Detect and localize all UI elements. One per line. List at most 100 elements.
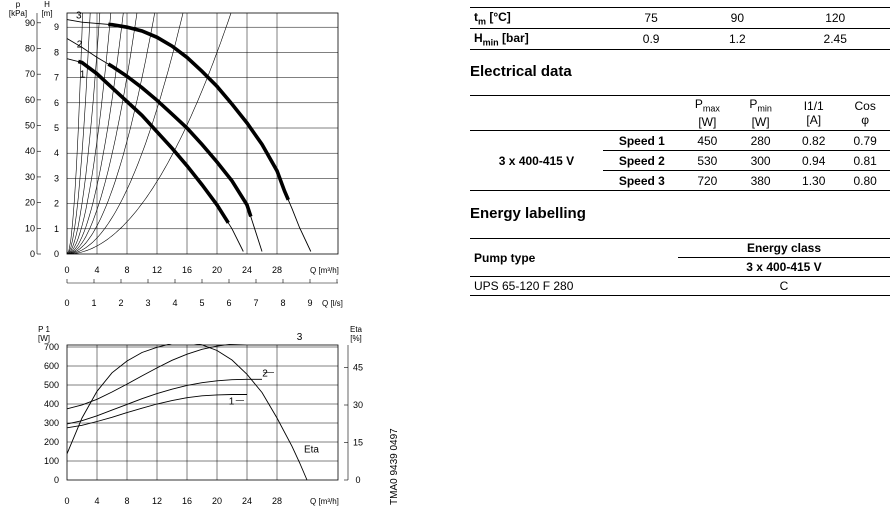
y-tick-label: 0 bbox=[54, 475, 59, 485]
tm-value: 120 bbox=[780, 7, 890, 29]
x-tick-label: 8 bbox=[124, 496, 129, 506]
temperature-pressure-table: tm [°C] 75 90 120 Hmin [bar] 0.9 1.2 2.4… bbox=[470, 7, 890, 50]
speed-label: Speed 3 bbox=[603, 170, 681, 191]
curve-2 bbox=[67, 378, 262, 425]
speed-label: Speed 2 bbox=[603, 150, 681, 171]
curve-eta bbox=[67, 344, 308, 481]
hmin-value: 2.45 bbox=[780, 28, 890, 50]
x-tick-label: 20 bbox=[212, 265, 222, 275]
x-tick-label: 0 bbox=[64, 265, 69, 275]
kpa-tick-label: 70 bbox=[25, 69, 35, 79]
energy-class-cell: C bbox=[678, 276, 890, 296]
eta-tick-label: 45 bbox=[353, 363, 363, 373]
ls-tick-label: 8 bbox=[280, 298, 285, 308]
energy-labelling-table: Pump type Energy class 3 x 400-415 V UPS… bbox=[470, 238, 890, 296]
power-axis-label: P 1 [W] bbox=[38, 325, 50, 343]
x-tick-label: 0 bbox=[64, 496, 69, 506]
hmin-value: 0.9 bbox=[608, 28, 695, 50]
eta-tick-label: 15 bbox=[353, 438, 363, 448]
y-tick-label: 7 bbox=[54, 73, 59, 83]
pmax-header: Pmax [W] bbox=[680, 95, 735, 131]
y-tick-label: 0 bbox=[54, 249, 59, 259]
hmin-value: 1.2 bbox=[694, 28, 781, 50]
bold-segment-2 bbox=[107, 62, 253, 218]
kpa-axis-label: p [kPa] bbox=[9, 0, 27, 18]
y-tick-label: 6 bbox=[54, 98, 59, 108]
curve-3 bbox=[67, 344, 249, 410]
electrical-data-title: Electrical data bbox=[470, 63, 572, 80]
ls-tick-label: 1 bbox=[91, 298, 96, 308]
tm-value: 90 bbox=[694, 7, 781, 29]
ls-tick-label: 2 bbox=[118, 298, 123, 308]
y-tick-label: 600 bbox=[44, 361, 59, 371]
power-efficiency-chart: 0 4 8 12 16 20 24 28010020030040050060070001530… bbox=[38, 325, 363, 506]
power-curves bbox=[67, 344, 308, 481]
cos-phi-header: Cos φ bbox=[840, 95, 890, 131]
system-curve bbox=[67, 13, 101, 254]
x-axis-label: Q [m³/h] bbox=[310, 497, 339, 506]
x-tick-label: 28 bbox=[272, 265, 282, 275]
kpa-tick-label: 60 bbox=[25, 95, 35, 105]
hmin-label: Hmin [bar] bbox=[470, 28, 608, 50]
x-tick-label: 24 bbox=[242, 265, 252, 275]
kpa-tick-label: 10 bbox=[25, 223, 35, 233]
system-curve bbox=[67, 13, 112, 254]
kpa-tick-label: 90 bbox=[25, 18, 35, 28]
tm-value: 75 bbox=[608, 7, 695, 29]
curve-label-eta: Eta bbox=[304, 445, 319, 456]
ls-tick-label: 4 bbox=[172, 298, 177, 308]
x-tick-label: 16 bbox=[182, 265, 192, 275]
ls-tick-label: 7 bbox=[253, 298, 258, 308]
y-tick-label: 400 bbox=[44, 399, 59, 409]
x-tick-label: 24 bbox=[242, 496, 252, 506]
current-cell: 0.82 bbox=[787, 130, 841, 151]
pump-curve-3 bbox=[66, 19, 312, 252]
pmax-cell: 450 bbox=[680, 130, 735, 151]
y-tick-label: 100 bbox=[44, 456, 59, 466]
figure-code: TMA0 9439 0497 bbox=[389, 428, 400, 505]
y-tick-label: 2 bbox=[54, 199, 59, 209]
pmin-cell: 280 bbox=[734, 130, 788, 151]
cos-cell: 0.81 bbox=[840, 150, 890, 171]
curve-label-3: 3 bbox=[76, 10, 82, 21]
x-axis-label: Q [m³/h] bbox=[310, 266, 339, 275]
system-curve bbox=[67, 13, 83, 254]
pmin-cell: 380 bbox=[734, 170, 788, 191]
y-tick-label: 1 bbox=[54, 224, 59, 234]
eta-tick-label: 0 bbox=[355, 475, 360, 485]
current-cell: 0.94 bbox=[787, 150, 841, 171]
curve-1 bbox=[67, 394, 247, 429]
pump-type-cell: UPS 65-120 F 280 bbox=[470, 276, 678, 296]
system-curve bbox=[67, 13, 184, 254]
system-curve bbox=[67, 13, 155, 254]
plot-frame bbox=[66, 344, 339, 481]
y-tick-label: 8 bbox=[54, 47, 59, 57]
energy-class-header: Energy class bbox=[678, 238, 890, 258]
cos-cell: 0.80 bbox=[840, 170, 890, 191]
y-tick-label: 3 bbox=[54, 173, 59, 183]
y-tick-label: 700 bbox=[44, 342, 59, 352]
supply-header: 3 x 400-415 V bbox=[678, 257, 890, 277]
x-tick-label: 12 bbox=[152, 265, 162, 275]
bold-segment-3 bbox=[108, 22, 290, 201]
system-curve bbox=[67, 13, 124, 254]
kpa-tick-label: 80 bbox=[25, 43, 35, 53]
kpa-tick-label: 0 bbox=[30, 249, 35, 259]
energy-labelling-title: Energy labelling bbox=[470, 205, 586, 222]
ls-tick-label: 6 bbox=[226, 298, 231, 308]
x-tick-label: 4 bbox=[94, 265, 99, 275]
eta-tick-label: 30 bbox=[353, 400, 363, 410]
y-tick-label: 5 bbox=[54, 123, 59, 133]
system-curve bbox=[67, 13, 232, 254]
eta-axis-label: Eta [%] bbox=[350, 325, 363, 343]
kpa-tick-label: 40 bbox=[25, 146, 35, 156]
x-tick-label: 20 bbox=[212, 496, 222, 506]
supply-voltage: 3 x 400-415 V bbox=[470, 130, 603, 191]
x-tick-label: 16 bbox=[182, 496, 192, 506]
pmax-cell: 530 bbox=[680, 150, 735, 171]
plot-frame bbox=[66, 12, 339, 255]
kpa-tick-label: 30 bbox=[25, 172, 35, 182]
x-tick-label: 4 bbox=[94, 496, 99, 506]
current-cell: 1.30 bbox=[787, 170, 841, 191]
pump-type-header: Pump type bbox=[470, 238, 678, 277]
